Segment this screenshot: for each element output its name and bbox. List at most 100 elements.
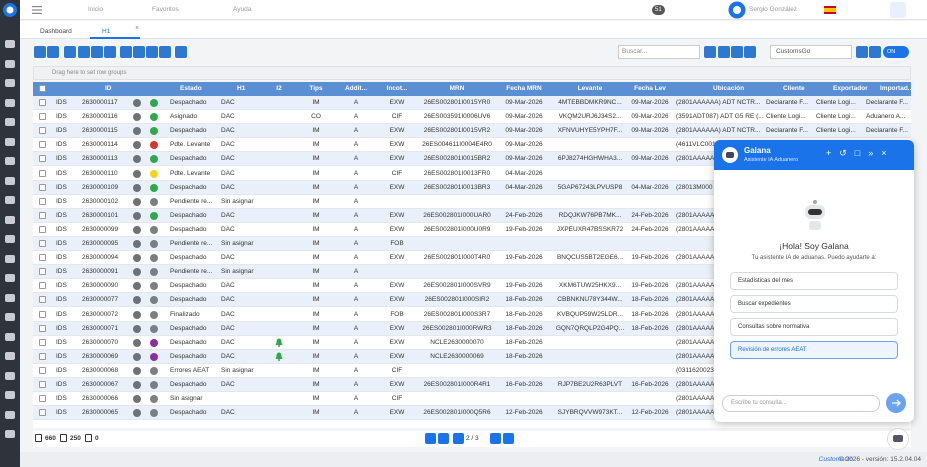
column-header[interactable]: Incot... — [386, 85, 408, 92]
row-checkbox[interactable] — [39, 296, 46, 304]
tab-close[interactable]: × — [135, 25, 140, 32]
page-button[interactable] — [425, 433, 436, 444]
row-checkbox[interactable] — [39, 183, 46, 191]
sidebar-icon[interactable] — [5, 371, 15, 380]
user-name[interactable]: Sergio González — [749, 6, 798, 13]
sidebar-icon[interactable] — [5, 313, 15, 321]
column-header[interactable]: Exportador — [833, 85, 868, 92]
chat-send[interactable] — [886, 393, 906, 413]
toolbar-button[interactable] — [78, 46, 90, 58]
column-header[interactable]: Fecha Lev — [634, 85, 666, 92]
sidebar-icon[interactable] — [5, 40, 15, 48]
table-row[interactable]: IDS 2630000067 Despachado DAC IM A EXW 26ES0028… — [33, 378, 911, 392]
toolbar-button[interactable] — [91, 46, 103, 58]
chat-option[interactable]: Revisión de errores AEAT — [730, 341, 898, 359]
menu-ayuda[interactable]: Ayuda — [233, 6, 252, 13]
column-header[interactable]: Estado — [180, 85, 202, 92]
column-header[interactable]: Tips — [309, 85, 323, 92]
row-checkbox[interactable] — [39, 310, 46, 318]
toolbar-button[interactable] — [34, 46, 46, 58]
row-checkbox[interactable] — [39, 155, 46, 163]
table-row[interactable]: IDS 2630000113 Despachado DAC IM A EXW 26ES0028… — [33, 152, 911, 167]
chat-input[interactable]: Escribe tu consulta... — [722, 395, 880, 412]
chat-option[interactable]: Consultas sobre normativa — [730, 318, 898, 336]
sidebar-icon[interactable] — [5, 332, 15, 341]
row-checkbox[interactable] — [39, 282, 46, 290]
column-header[interactable]: Importad... — [880, 85, 914, 92]
floating-assistant[interactable] — [887, 428, 909, 450]
row-checkbox[interactable] — [39, 381, 46, 388]
notification-badge[interactable]: 51 — [652, 5, 665, 15]
chat-actions[interactable]: +↺□»× — [826, 148, 895, 158]
table-row[interactable]: IDS 2630000066 Sin asignar IM A CIF (2801AAAAA… — [33, 392, 911, 407]
row-checkbox[interactable] — [39, 254, 46, 262]
table-row[interactable]: IDS 2630000094 Despachado DAC IM A EXW 26ES0028… — [33, 251, 911, 266]
row-checkbox[interactable] — [39, 141, 46, 149]
page-button[interactable] — [490, 433, 501, 444]
column-header[interactable]: Addit... — [344, 85, 368, 92]
sidebar-icon[interactable] — [5, 391, 15, 399]
chat-option[interactable]: Buscar expedientes — [730, 295, 898, 313]
sidebar-icon[interactable] — [5, 79, 15, 87]
toolbar-button[interactable] — [731, 46, 743, 58]
row-checkbox[interactable] — [39, 113, 46, 121]
sidebar-icon[interactable] — [5, 352, 15, 360]
toolbar-button[interactable] — [744, 46, 756, 58]
toolbar-button[interactable] — [47, 46, 59, 58]
sidebar-icon[interactable] — [5, 410, 15, 419]
page-button[interactable] — [438, 433, 449, 444]
sidebar-icon[interactable] — [5, 137, 15, 146]
row-checkbox[interactable] — [39, 395, 46, 403]
menu-button[interactable] — [32, 6, 42, 14]
column-header[interactable]: Fecha MRN — [506, 85, 542, 92]
tab-h1[interactable]: H1 — [90, 24, 140, 39]
toolbar-button[interactable] — [704, 46, 716, 58]
profile-select[interactable]: CustomsGo — [770, 45, 852, 59]
sidebar-icon[interactable] — [5, 235, 15, 243]
tab-dashboard[interactable]: Dashboard — [40, 28, 72, 35]
user-avatar[interactable] — [728, 1, 746, 19]
toolbar-button[interactable] — [104, 46, 116, 58]
row-checkbox[interactable] — [39, 197, 46, 205]
page-button[interactable] — [503, 433, 514, 444]
header-checkbox[interactable] — [39, 85, 46, 92]
row-checkbox[interactable] — [39, 324, 46, 332]
sidebar-icon[interactable] — [5, 430, 15, 438]
pin-button[interactable] — [890, 2, 906, 18]
table-row[interactable]: IDS 2630000090 Despachado DAC IM A EXW 26ES0028… — [33, 279, 911, 294]
sidebar-icon[interactable] — [5, 196, 15, 204]
chat-option[interactable]: Estadísticas del mes — [730, 272, 898, 290]
column-header[interactable]: I2 — [276, 85, 282, 92]
table-row[interactable]: IDS 2630000091 Pendiente re... Sin asignar I… — [33, 265, 911, 280]
table-row[interactable]: IDS 2630000095 Pendiente re... Sin asignar I… — [33, 237, 911, 251]
sidebar-icon[interactable] — [5, 176, 15, 185]
column-header[interactable]: Cliente — [783, 85, 805, 92]
sidebar-icon[interactable] — [5, 254, 15, 263]
search-input[interactable]: Buscar... — [618, 45, 700, 59]
toolbar-button[interactable] — [120, 46, 132, 58]
toolbar-button[interactable] — [146, 46, 158, 58]
column-header[interactable]: H1 — [237, 85, 246, 92]
toolbar-button[interactable] — [133, 46, 145, 58]
table-row[interactable]: IDS 2630000102 Pendiente re... Sin asignar I… — [33, 194, 911, 209]
table-row[interactable]: IDS 2630000072 Finalizado DAC IM A FOB 26ES0028… — [33, 307, 911, 322]
column-header[interactable]: Levante — [577, 85, 603, 92]
sidebar-icon[interactable] — [5, 293, 15, 302]
row-checkbox[interactable] — [39, 169, 46, 177]
table-row[interactable]: IDS 2630000117 Despachado DAC IM A EXW 26ES0028… — [33, 96, 911, 110]
sidebar-icon[interactable] — [5, 118, 15, 126]
column-header[interactable]: MRN — [449, 85, 465, 92]
table-row[interactable]: IDS 2630000109 Despachado DAC IM A EXW 26ES0028… — [33, 180, 911, 195]
table-row[interactable]: IDS 2630000070 Despachado DAC IM A EXW NCLE2630… — [33, 335, 911, 350]
menu-inicio[interactable]: Inicio — [88, 6, 104, 13]
toolbar-button[interactable] — [159, 46, 171, 58]
table-row[interactable]: IDS 2630000115 Despachado DAC IM A EXW 26ES0028… — [33, 124, 911, 139]
sidebar-icon[interactable] — [5, 157, 15, 165]
row-checkbox[interactable] — [39, 268, 46, 276]
sidebar-icon[interactable] — [5, 98, 15, 107]
table-row[interactable]: IDS 2630000068 Errores AEAT Sin asignar IM A C… — [33, 363, 911, 378]
toolbar-button[interactable] — [718, 46, 730, 58]
sidebar-icon[interactable] — [5, 59, 15, 68]
toolbar-button[interactable] — [64, 46, 76, 58]
row-checkbox[interactable] — [39, 352, 46, 360]
